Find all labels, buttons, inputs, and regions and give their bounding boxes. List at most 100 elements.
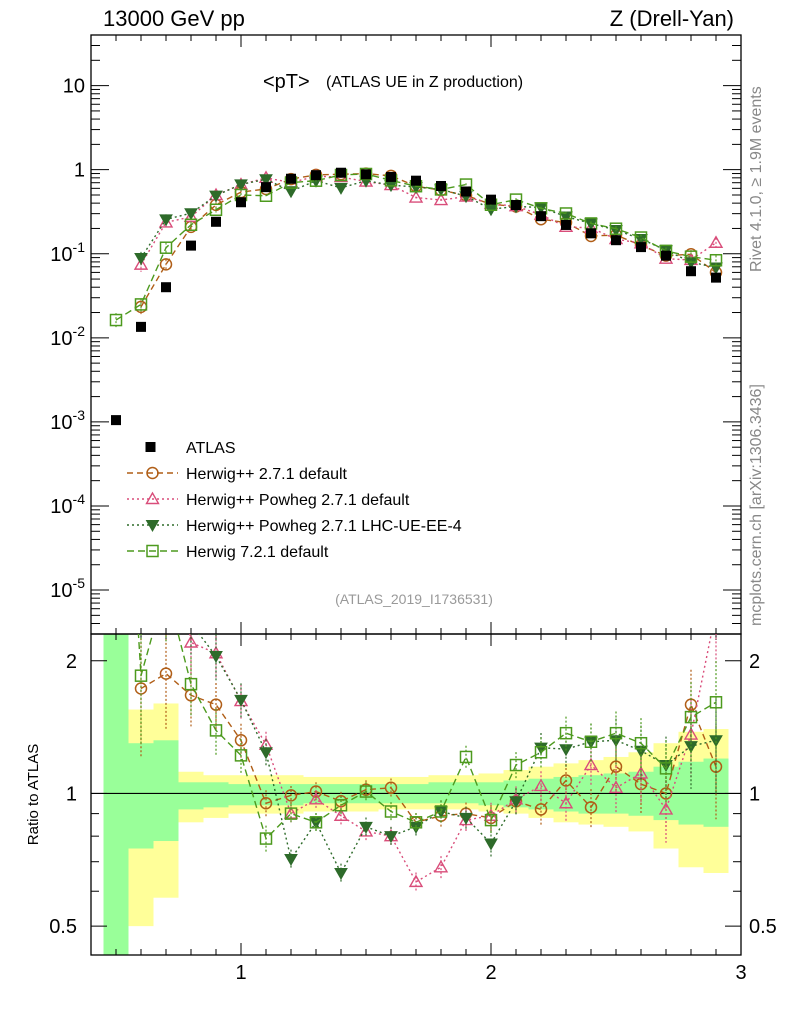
series-1-ratio-point bbox=[584, 801, 598, 814]
side-label-rivet: Rivet 4.1.0, ≥ 1.9M events bbox=[748, 86, 765, 272]
series-4-ratio-point bbox=[284, 807, 298, 820]
atlas-data-point bbox=[536, 211, 546, 222]
series-3-ratio-point bbox=[709, 735, 723, 748]
series-4-ratio-point bbox=[359, 785, 373, 798]
ratio-y-tick-label: 1 bbox=[66, 783, 77, 805]
series-4-ratio-point bbox=[684, 710, 698, 724]
atlas-data-point bbox=[511, 200, 521, 211]
atlas-data-point bbox=[661, 250, 671, 261]
atlas-data-point bbox=[411, 175, 421, 186]
series-4-ratio-point bbox=[509, 758, 523, 772]
atlas-data-point bbox=[161, 282, 171, 293]
legend-label: Herwig 7.2.1 default bbox=[186, 544, 329, 561]
series-4-ratio-point bbox=[659, 762, 673, 775]
series-1-ratio-point bbox=[384, 781, 398, 795]
side-label-source: mcplots.cern.ch [arXiv:1306.3436] bbox=[748, 384, 765, 626]
series-4-point bbox=[609, 222, 623, 235]
legend-label: Herwig++ Powheg 2.7.1 LHC-UE-EE-4 bbox=[186, 518, 462, 535]
series-4-ratio-point bbox=[434, 805, 448, 818]
y-tick-label: 10 bbox=[63, 76, 85, 98]
series-4-point bbox=[159, 241, 173, 254]
band-inner bbox=[203, 782, 229, 808]
atlas-data-point bbox=[386, 171, 396, 182]
series-2-point bbox=[133, 257, 149, 270]
series-2-point bbox=[433, 192, 449, 206]
series-2-ratio-point bbox=[358, 824, 374, 837]
legend-marker bbox=[145, 520, 160, 533]
series-2-ratio-point bbox=[433, 859, 449, 873]
series-2-ratio-point bbox=[333, 808, 349, 821]
series-4-ratio-point bbox=[259, 832, 273, 845]
atlas-data-point bbox=[111, 415, 121, 426]
series-4-point bbox=[359, 167, 373, 181]
y-tick-exponent: -1 bbox=[73, 239, 86, 255]
series-2-ratio-point bbox=[583, 757, 599, 771]
legend-atlas-label: ATLAS bbox=[186, 440, 236, 457]
band-inner bbox=[453, 782, 479, 804]
series-3-ratio-line bbox=[198, 634, 717, 875]
y-tick-exponent: -2 bbox=[73, 323, 86, 339]
legend-marker bbox=[145, 491, 160, 505]
series-3-point bbox=[159, 214, 173, 227]
atlas-data-point bbox=[236, 197, 246, 208]
series-4-ratio-point bbox=[459, 750, 473, 764]
series-4-ratio-point bbox=[209, 724, 223, 737]
series-2-ratio-point bbox=[160, 448, 172, 459]
y-tick-exponent: -3 bbox=[73, 407, 86, 423]
atlas-data-point bbox=[611, 235, 621, 246]
series-4-point bbox=[134, 298, 148, 311]
series-1-ratio-point bbox=[309, 785, 323, 798]
ratio-y-tick-label-right: 2 bbox=[749, 651, 760, 673]
series-3-point bbox=[259, 174, 273, 187]
series-3-ratio-point bbox=[259, 747, 273, 760]
series-4-ratio-point bbox=[634, 736, 648, 750]
series-4-line bbox=[115, 173, 717, 321]
series-1-ratio-point bbox=[609, 760, 623, 773]
legend-label: Herwig++ Powheg 2.7.1 default bbox=[186, 492, 410, 509]
series-3-ratio-point bbox=[584, 736, 598, 749]
series-4-ratio-point bbox=[134, 669, 148, 682]
atlas-data-point bbox=[561, 219, 571, 230]
series-2-ratio-point bbox=[710, 605, 722, 616]
series-4-point bbox=[559, 207, 573, 220]
series-1-ratio-point bbox=[159, 667, 173, 680]
series-3-point bbox=[134, 252, 148, 265]
header-process: Z (Drell-Yan) bbox=[609, 6, 734, 31]
band-inner bbox=[103, 634, 129, 955]
x-tick-label: 2 bbox=[485, 962, 496, 984]
atlas-data-point bbox=[711, 272, 721, 283]
series-3-ratio-point bbox=[185, 619, 197, 630]
y-tick-exponent: -5 bbox=[73, 575, 86, 591]
series-3-point bbox=[209, 190, 223, 203]
series-3-ratio-point bbox=[509, 796, 523, 809]
atlas-data-point bbox=[436, 180, 446, 191]
series-1-ratio-point bbox=[284, 789, 298, 802]
series-3-ratio-point bbox=[160, 434, 172, 445]
y-tick-label: 10-2 bbox=[50, 323, 85, 350]
series-4-point bbox=[209, 203, 223, 217]
ratio-y-tick-label: 0.5 bbox=[49, 916, 77, 938]
series-2-point bbox=[183, 209, 199, 223]
series-2-ratio-point bbox=[608, 780, 624, 793]
analysis-watermark: (ATLAS_2019_I1736531) bbox=[335, 591, 493, 607]
series-2-ratio-point bbox=[135, 461, 147, 472]
series-3-ratio-point bbox=[384, 831, 398, 844]
legend-label: Herwig++ 2.7.1 default bbox=[186, 466, 348, 483]
series-4-ratio-point bbox=[409, 816, 423, 829]
series-4-ratio-point bbox=[584, 735, 598, 749]
atlas-data-point bbox=[686, 266, 696, 277]
chart-subtitle: (ATLAS UE in Z production) bbox=[326, 74, 523, 91]
series-1-ratio-point bbox=[559, 774, 573, 787]
series-2-line bbox=[140, 175, 717, 265]
y-tick-label: 10-5 bbox=[50, 575, 85, 602]
series-3-ratio-point bbox=[334, 867, 348, 880]
series-4-point bbox=[709, 253, 723, 267]
series-4-ratio-point bbox=[161, 581, 172, 592]
series-2-point bbox=[408, 190, 424, 203]
atlas-data-point bbox=[486, 194, 496, 205]
series-2-ratio-point bbox=[658, 801, 674, 815]
series-4-point bbox=[184, 218, 198, 232]
series-4-ratio-point bbox=[709, 696, 723, 709]
atlas-data-point bbox=[136, 321, 146, 332]
legend: ATLAS Herwig++ 2.7.1 default Herwig++ Powh… bbox=[127, 440, 462, 561]
